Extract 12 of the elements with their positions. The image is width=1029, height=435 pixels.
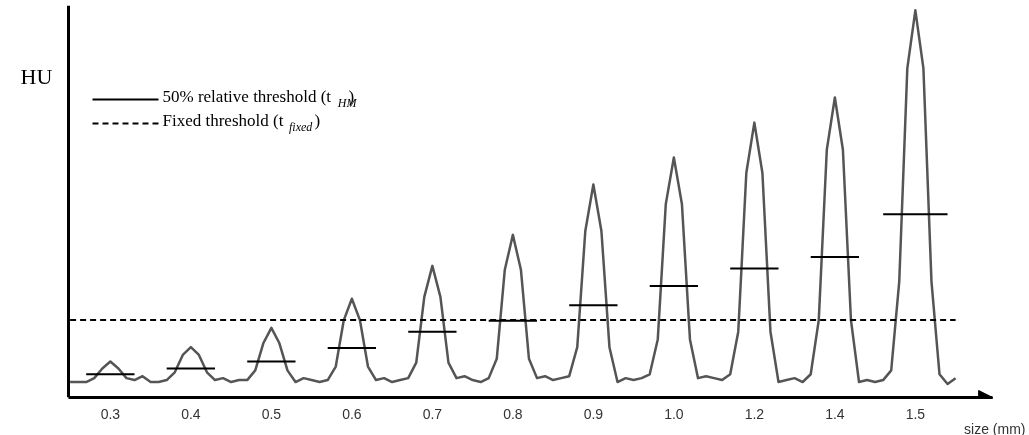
x-tick-label: 1.5 [905,405,926,422]
y-axis-title: HU [20,63,53,89]
x-tick-label: 0.4 [181,405,201,422]
x-tick-label: 0.9 [583,405,604,422]
x-tick-label: 0.5 [261,405,282,422]
x-tick-label: 1.0 [664,405,684,422]
x-tick-label: 0.7 [422,405,443,422]
x-tick-label: 0.3 [100,405,121,422]
x-tick-label: 1.2 [744,405,765,422]
x-tick-label: 0.8 [503,405,523,422]
x-tick-label: 0.6 [342,405,362,422]
x-tick-label: 1.4 [825,405,845,422]
